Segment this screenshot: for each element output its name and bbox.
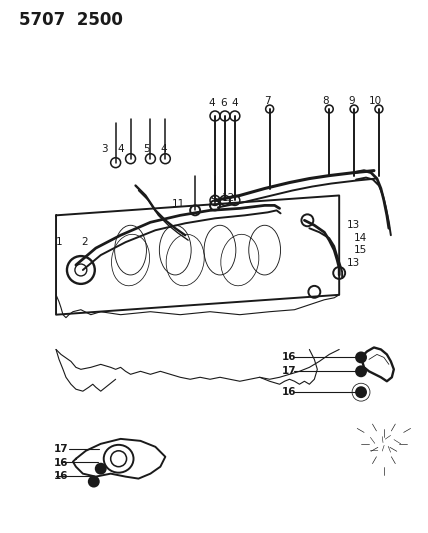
Circle shape <box>96 464 106 474</box>
Text: 16: 16 <box>54 471 68 481</box>
Circle shape <box>356 366 366 376</box>
Text: 4: 4 <box>208 98 215 108</box>
Text: 3: 3 <box>101 144 107 154</box>
Text: 5707  2500: 5707 2500 <box>19 11 123 29</box>
Text: 17: 17 <box>282 366 296 376</box>
Text: 12: 12 <box>222 193 235 204</box>
Text: 16: 16 <box>282 387 296 397</box>
Text: 15: 15 <box>354 245 367 255</box>
Text: 7: 7 <box>264 96 270 106</box>
Text: 8: 8 <box>322 96 329 106</box>
Text: 16: 16 <box>54 458 68 468</box>
Text: 2: 2 <box>81 237 87 247</box>
Text: 4: 4 <box>210 193 217 204</box>
Text: 4: 4 <box>160 144 167 154</box>
Text: 5: 5 <box>143 144 150 154</box>
Text: 11: 11 <box>172 199 185 209</box>
Text: 6: 6 <box>220 98 226 108</box>
Text: 9: 9 <box>348 96 355 106</box>
Text: 17: 17 <box>54 444 68 454</box>
Text: 13: 13 <box>347 258 360 268</box>
Text: 10: 10 <box>369 96 382 106</box>
Text: 13: 13 <box>347 220 360 230</box>
Text: 4: 4 <box>232 98 238 108</box>
Text: 1: 1 <box>56 237 62 247</box>
Text: 4: 4 <box>118 144 124 154</box>
Circle shape <box>356 387 366 397</box>
Circle shape <box>89 477 99 487</box>
Circle shape <box>356 352 366 362</box>
Text: 16: 16 <box>282 352 296 362</box>
Text: 14: 14 <box>354 233 367 243</box>
